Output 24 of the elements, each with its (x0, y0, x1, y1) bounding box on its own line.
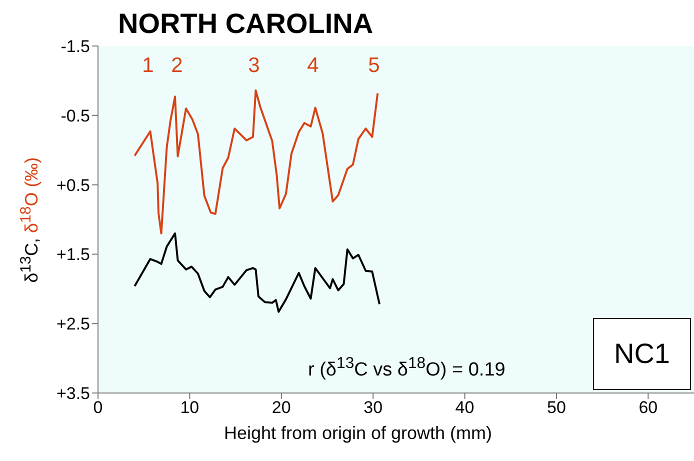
x-tick-label: 10 (180, 398, 200, 418)
line-series (134, 89, 379, 234)
x-tick-label: 20 (272, 398, 291, 418)
y-tick-label: +1.5 (56, 245, 90, 264)
annotation: 4 (306, 54, 320, 78)
chart-title: NORTH CAROLINA (118, 8, 374, 40)
x-tick-label: 30 (364, 398, 383, 418)
x-tick-label: 50 (547, 398, 566, 418)
annotation: 2 (170, 54, 184, 78)
x-axis-title: Height from origin of growth (mm) (222, 423, 494, 444)
y-tick-label: +0.5 (56, 176, 90, 195)
annotation: r (δ$^{13}$C vs δ$^{18}$O) = 0.19 (308, 355, 506, 382)
annotation: 3 (247, 54, 261, 78)
y-tick-label: -1.5 (60, 37, 90, 56)
y-tick-label: -0.5 (60, 106, 90, 126)
x-tick-label: 0 (93, 398, 103, 418)
line-series (134, 232, 380, 313)
annotation: NC1 (593, 318, 691, 390)
y-tick-label: +3.5 (56, 384, 90, 404)
y-tick-label: +2.5 (56, 314, 90, 334)
x-tick-label: 40 (455, 398, 474, 418)
x-tick-label: 60 (638, 398, 658, 418)
annotation: 1 (141, 54, 155, 78)
annotation: 5 (367, 54, 381, 78)
